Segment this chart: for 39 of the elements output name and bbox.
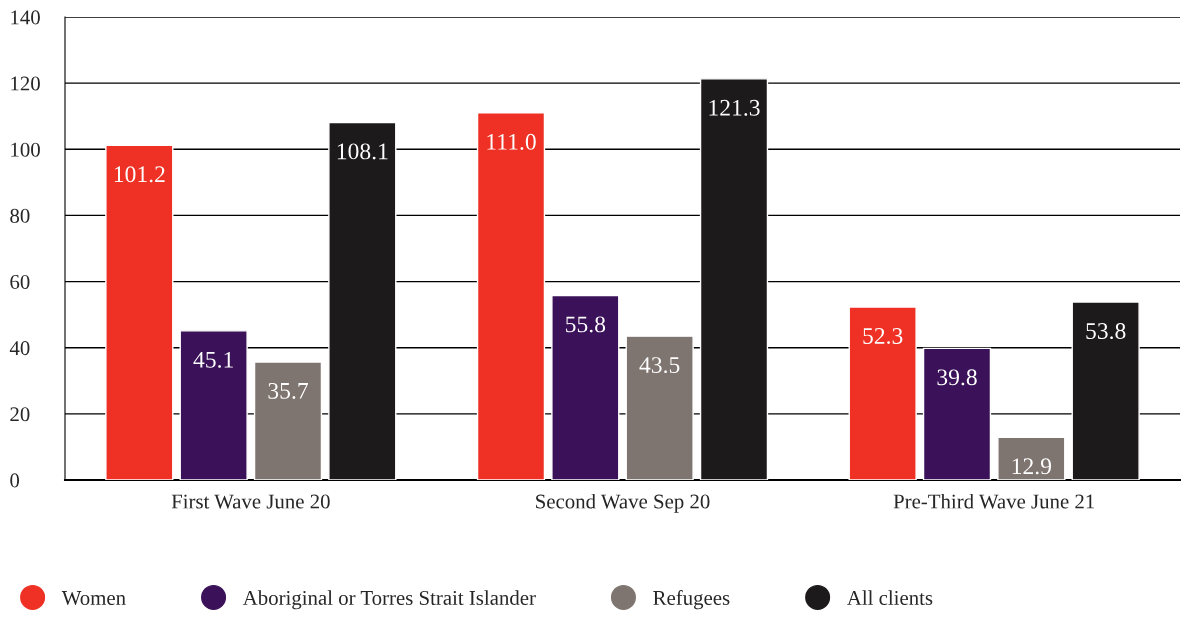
y-tick-label: 40 bbox=[9, 341, 30, 356]
bar bbox=[1071, 301, 1140, 480]
bar bbox=[179, 330, 248, 480]
y-tick-label: 20 bbox=[10, 407, 30, 422]
text: 101.2 bbox=[114, 166, 165, 183]
y-tick-label: 0 bbox=[10, 473, 20, 488]
y-tick-label: 140 bbox=[11, 10, 40, 25]
text: 121.3 bbox=[709, 99, 760, 116]
text: 111.0 bbox=[487, 133, 536, 150]
bar bbox=[328, 121, 397, 480]
legend-label: Refugees bbox=[653, 590, 730, 610]
text: 55.8 bbox=[566, 316, 606, 333]
bar bbox=[625, 335, 694, 480]
bar bbox=[253, 361, 323, 480]
bar bbox=[699, 78, 769, 480]
legend-label: Women bbox=[61, 591, 126, 606]
bar bbox=[105, 144, 174, 480]
bar bbox=[848, 306, 917, 480]
y-tick-label: 60 bbox=[10, 274, 30, 289]
bar bbox=[997, 436, 1066, 480]
bar bbox=[551, 294, 620, 480]
text: 39.8 bbox=[937, 369, 977, 386]
y-tick-label: 80 bbox=[10, 208, 30, 223]
bar bbox=[476, 112, 546, 480]
y-tick-label: 120 bbox=[11, 76, 40, 91]
text: 35.7 bbox=[268, 382, 308, 399]
legend-label: Aboriginal or Torres Strait Islander bbox=[242, 590, 536, 610]
legend-label: All clients bbox=[847, 590, 933, 605]
text: 43.5 bbox=[639, 357, 680, 374]
x-tick-label: First Wave June 20 bbox=[171, 494, 330, 509]
text: 53.8 bbox=[1086, 323, 1126, 340]
text: 108.1 bbox=[337, 143, 388, 160]
text: 52.3 bbox=[863, 328, 903, 345]
bar bbox=[922, 347, 992, 480]
text: 12.9 bbox=[1012, 458, 1052, 475]
x-tick-label: Second Wave Sep 20 bbox=[536, 493, 710, 513]
x-tick-label: Pre-Third Wave June 21 bbox=[893, 493, 1095, 509]
y-tick-label: 100 bbox=[11, 142, 40, 157]
text: 45.1 bbox=[193, 351, 233, 368]
